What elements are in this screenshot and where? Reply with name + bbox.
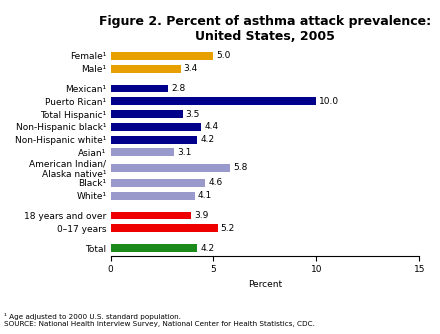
Bar [110, 211, 191, 219]
Text: 4.4: 4.4 [204, 122, 218, 131]
Bar [110, 148, 174, 156]
Text: 5.2: 5.2 [220, 224, 235, 233]
Bar [110, 192, 195, 200]
Bar [110, 65, 180, 73]
Text: 4.2: 4.2 [200, 135, 214, 144]
Text: 2.8: 2.8 [171, 84, 186, 93]
Bar [110, 244, 197, 252]
Bar [110, 110, 183, 118]
Text: 4.2: 4.2 [200, 243, 214, 253]
Title: Figure 2. Percent of asthma attack prevalence:
United States, 2005: Figure 2. Percent of asthma attack preva… [99, 15, 431, 43]
Bar [110, 52, 213, 60]
Text: 4.1: 4.1 [198, 191, 212, 200]
Text: 3.1: 3.1 [177, 148, 192, 157]
Bar [110, 123, 201, 131]
Text: 5.8: 5.8 [233, 163, 247, 172]
Bar [110, 97, 316, 105]
Bar [110, 85, 168, 93]
Text: 3.5: 3.5 [186, 110, 200, 119]
Bar [110, 179, 205, 187]
Bar [110, 136, 197, 144]
Text: 5.0: 5.0 [216, 51, 231, 60]
X-axis label: Percent: Percent [248, 280, 282, 289]
Text: 10.0: 10.0 [319, 97, 340, 106]
Text: 3.4: 3.4 [183, 64, 198, 73]
Bar [110, 164, 230, 172]
Bar [110, 224, 217, 232]
Text: 4.6: 4.6 [208, 178, 223, 187]
Text: 3.9: 3.9 [194, 211, 208, 220]
Text: ¹ Age adjusted to 2000 U.S. standard population.
SOURCE: National Health Intervi: ¹ Age adjusted to 2000 U.S. standard pop… [4, 313, 315, 327]
